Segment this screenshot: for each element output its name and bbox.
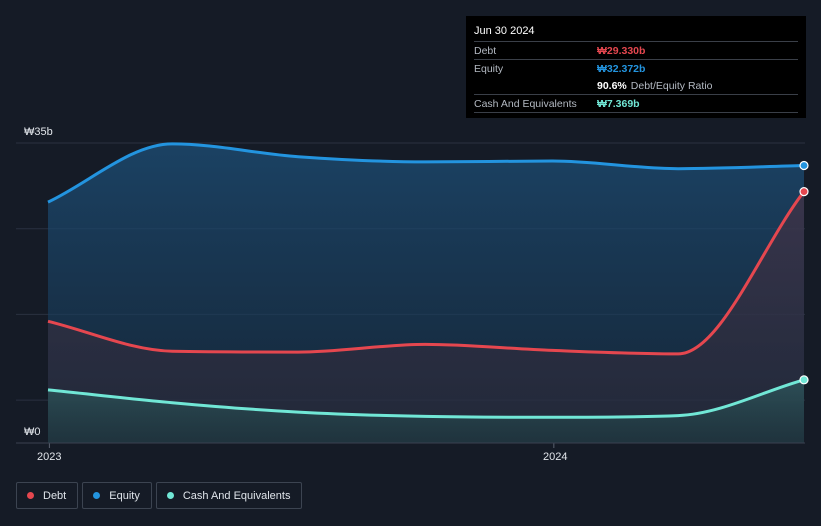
tooltip-equity-value: ₩32.372b <box>597 62 646 75</box>
legend-debt-label: Debt <box>43 489 67 502</box>
debt-endpoint-marker <box>799 187 809 197</box>
tooltip-cash-label: Cash And Equivalents <box>474 97 577 110</box>
y-tick-zero: ₩0 <box>24 426 41 438</box>
cash-area <box>48 379 804 443</box>
legend: Debt Equity Cash And Equivalents <box>16 482 306 509</box>
tooltip-ratio-value: 90.6% <box>597 79 627 92</box>
tooltip-date: Jun 30 2024 <box>474 25 535 37</box>
x-tick-2023: 2023 <box>37 451 61 463</box>
tooltip-bottom-rule <box>474 112 798 130</box>
legend-item-debt[interactable]: Debt <box>16 482 79 509</box>
legend-item-equity[interactable]: Equity <box>82 482 152 509</box>
tooltip-equity-label: Equity <box>474 62 504 75</box>
tooltip-row-equity: Equity ₩32.372b <box>474 59 798 77</box>
debt-line <box>47 190 806 356</box>
equity-endpoint-marker <box>799 160 809 171</box>
legend-item-cash[interactable]: Cash And Equivalents <box>155 482 303 509</box>
legend-cash-label: Cash And Equivalents <box>182 489 291 502</box>
tooltip-cash-value: ₩7.369b <box>597 97 640 110</box>
debt-dot-icon <box>27 492 34 499</box>
y-tick-max: ₩35b <box>24 126 53 138</box>
equity-line <box>47 142 805 204</box>
tooltip-debt-label: Debt <box>474 44 497 57</box>
tooltip-row-cash: Cash And Equivalents ₩7.369b <box>474 94 798 112</box>
tooltip-ratio-label: Debt/Equity Ratio <box>630 79 713 92</box>
tooltip-panel: Jun 30 2024 Debt ₩29.330b Equity ₩32.372… <box>466 16 806 118</box>
tooltip-debt-value: ₩29.330b <box>597 44 646 57</box>
x-tick-2024: 2024 <box>543 451 567 463</box>
cash-endpoint-marker <box>799 375 809 385</box>
cash-dot-icon <box>166 492 174 499</box>
cash-line <box>47 378 805 419</box>
tooltip-row-debt: Debt ₩29.330b <box>474 41 798 59</box>
debt-area <box>48 191 804 443</box>
equity-dot-icon <box>93 492 101 499</box>
legend-equity-label: Equity <box>109 489 140 502</box>
tooltip-row-ratio: 90.6% Debt/Equity Ratio <box>474 77 798 94</box>
